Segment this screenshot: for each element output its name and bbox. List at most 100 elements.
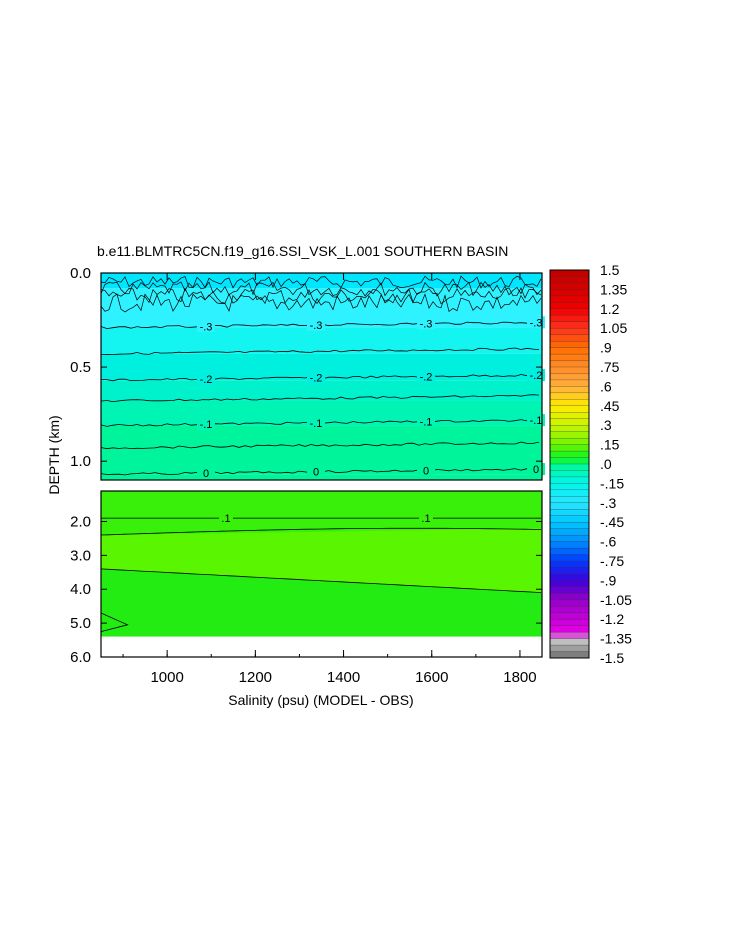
colorbar-label: .9 bbox=[600, 340, 612, 356]
colorbar-cell bbox=[549, 366, 590, 374]
colorbar-cell bbox=[549, 450, 590, 458]
contour-label: 0 bbox=[203, 468, 209, 480]
colorbar-cell bbox=[549, 534, 590, 543]
contour-label-bg bbox=[197, 467, 215, 480]
colorbar: 1.5 1.35 1.2 1.05 .9 .75 .6 .45 .3 .15 .0 -.15 -.3 -.… bbox=[549, 262, 632, 666]
colorbar-cell bbox=[549, 593, 590, 601]
contour-label-bg bbox=[527, 316, 545, 329]
colorbar-cell bbox=[549, 347, 590, 355]
x-tick-label: 1800 bbox=[503, 669, 536, 686]
contour-label: -.1 bbox=[420, 416, 433, 428]
colorbar-cell bbox=[549, 470, 590, 478]
colorbar-cell bbox=[549, 315, 590, 323]
colorbar-cell bbox=[549, 321, 590, 329]
contour-label-bg bbox=[307, 318, 325, 331]
colorbar-cell bbox=[549, 580, 590, 588]
contour-label-bg bbox=[527, 463, 545, 476]
colorbar-cell bbox=[549, 328, 590, 336]
colorbar-label: -.9 bbox=[600, 572, 617, 588]
colorbar-cell bbox=[549, 444, 590, 452]
contour-label: -.1 bbox=[200, 419, 213, 431]
colorbar-cell bbox=[549, 437, 590, 446]
colorbar-cell bbox=[549, 547, 590, 555]
contour-label: 0 bbox=[533, 464, 539, 476]
contour-label: 0 bbox=[313, 467, 319, 479]
colorbar-cell bbox=[549, 276, 590, 284]
x-tick-label: 1200 bbox=[239, 669, 272, 686]
colorbar-cell bbox=[549, 625, 590, 633]
lower-panel: .1 .1 bbox=[100, 490, 543, 658]
colorbar-cell bbox=[549, 528, 590, 536]
colorbar-cell bbox=[549, 340, 590, 349]
colorbar-label: -.15 bbox=[600, 475, 624, 491]
colorbar-cell bbox=[549, 606, 590, 614]
upper-panel-frame bbox=[100, 272, 543, 481]
contour-label: 0 bbox=[423, 465, 429, 477]
colorbar-label: .45 bbox=[600, 398, 620, 414]
y-axis-label: DEPTH (km) bbox=[46, 415, 62, 494]
colorbar-cell bbox=[549, 644, 590, 652]
contour-line bbox=[100, 612, 129, 632]
y-axis-ticks-upper: 0.0 0.5 1.0 bbox=[70, 265, 542, 470]
colorbar-label: 1.35 bbox=[600, 281, 627, 297]
filled-band bbox=[101, 528, 542, 593]
contour-label-bg bbox=[527, 368, 545, 381]
colorbar-cell bbox=[549, 302, 590, 310]
colorbar-cell bbox=[549, 560, 590, 568]
contour-label: .1 bbox=[221, 513, 230, 525]
y-tick-label: 0.5 bbox=[70, 359, 91, 376]
colorbar-label: -.6 bbox=[600, 534, 617, 550]
colorbar-cell bbox=[549, 386, 590, 394]
colorbar-cell bbox=[549, 360, 590, 368]
colorbar-cell bbox=[549, 295, 590, 303]
colorbar-label: .0 bbox=[600, 456, 612, 472]
x-tick-label: 1000 bbox=[150, 669, 183, 686]
colorbar-cell bbox=[549, 554, 590, 562]
colorbar-cell bbox=[549, 502, 590, 510]
colorbar-cell bbox=[549, 457, 590, 465]
contour-label: -.2 bbox=[310, 373, 323, 385]
contour-label-bg bbox=[417, 415, 435, 428]
x-tick-label: 1400 bbox=[327, 669, 360, 686]
colorbar-cell bbox=[549, 282, 590, 290]
colorbar-cell bbox=[549, 399, 590, 407]
contour-label-bg bbox=[417, 317, 435, 330]
chart-title: b.e11.BLMTRC5CN.f19_g16.SSI_VSK_L.001 SO… bbox=[97, 243, 508, 259]
contour-label-bg bbox=[527, 414, 545, 427]
y-tick-label: 2.0 bbox=[70, 513, 91, 530]
colorbar-cell bbox=[549, 483, 590, 491]
colorbar-label: .6 bbox=[600, 378, 612, 394]
filled-band bbox=[101, 380, 542, 401]
colorbar-cell bbox=[549, 489, 590, 497]
contour-line bbox=[100, 568, 542, 593]
contour-line bbox=[100, 394, 540, 403]
contour-line bbox=[100, 527, 542, 536]
colorbar-cell bbox=[549, 379, 590, 387]
contour-label-bg bbox=[419, 512, 433, 525]
colorbar-cell bbox=[549, 476, 590, 484]
y-tick-label: 6.0 bbox=[70, 649, 91, 666]
colorbar-label: -.3 bbox=[600, 495, 617, 511]
colorbar-cell bbox=[549, 612, 590, 620]
contour-label: -.3 bbox=[530, 317, 543, 329]
colorbar-cell bbox=[549, 412, 590, 420]
colorbar-cell bbox=[549, 392, 590, 400]
x-axis-label: Salinity (psu) (MODEL - OBS) bbox=[228, 692, 413, 708]
upper-panel: -.3 -.3 -.3 -.3 -.2 -.2 -.2 -.2 -.1 -.1 -.1 -.1 0 0 0 0 bbox=[100, 272, 545, 481]
contour-label: -.2 bbox=[530, 370, 543, 382]
y-tick-label: 4.0 bbox=[70, 581, 91, 598]
colorbar-label: -1.35 bbox=[600, 631, 632, 647]
surface-contour bbox=[100, 275, 542, 289]
contour-label: -.1 bbox=[530, 415, 543, 427]
colorbar-cell bbox=[549, 353, 590, 361]
y-tick-label: 1.0 bbox=[70, 453, 91, 470]
colorbar-cell bbox=[549, 522, 590, 530]
contour-label-bg bbox=[197, 372, 215, 385]
colorbar-label: -.45 bbox=[600, 514, 624, 530]
contour-label-bg bbox=[307, 371, 325, 384]
contour-label-bg bbox=[417, 370, 435, 383]
colorbar-frame bbox=[549, 269, 590, 659]
colorbar-label: 1.5 bbox=[600, 262, 620, 278]
colorbar-cell bbox=[549, 541, 590, 549]
